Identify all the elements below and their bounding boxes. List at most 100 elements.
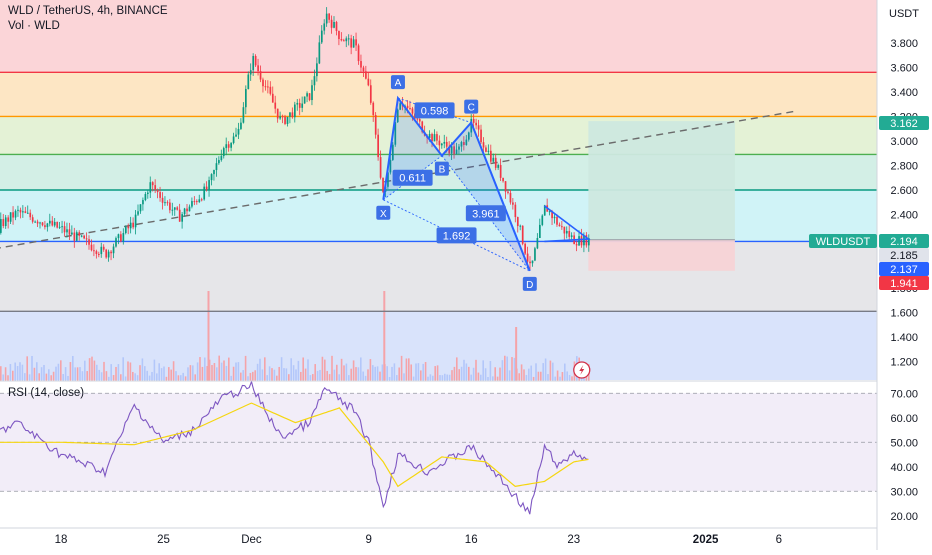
axis-price-text: 1.941	[890, 278, 918, 290]
candle-body	[571, 235, 573, 236]
volume-bar	[319, 370, 321, 381]
volume-bar	[365, 376, 367, 381]
volume-bar	[446, 375, 448, 381]
candle-body	[431, 134, 433, 141]
candle-body	[17, 210, 19, 211]
candle-body	[434, 134, 436, 141]
volume-bar	[461, 367, 463, 381]
harmonic-ratio-text: 1.692	[443, 230, 471, 242]
volume-bar	[302, 357, 304, 381]
volume-bar	[346, 364, 348, 381]
candle-body	[110, 252, 112, 254]
candle-body	[15, 211, 17, 218]
volume-bar	[518, 373, 520, 381]
volume-bar	[485, 368, 487, 381]
volume-bar	[34, 368, 36, 381]
candle-body	[341, 39, 343, 40]
volume-bar	[91, 357, 93, 381]
volume-bar	[127, 361, 129, 381]
candle-body	[348, 38, 350, 39]
candle-body	[5, 217, 7, 226]
volume-bar	[12, 371, 14, 381]
volume-bar	[526, 375, 528, 381]
volume-bar	[221, 363, 223, 381]
candle-body	[407, 106, 409, 108]
candle-body	[267, 86, 269, 87]
candle-body	[137, 211, 139, 214]
candle-body	[96, 251, 98, 254]
volume-bar	[17, 366, 19, 381]
candle-body	[561, 226, 563, 227]
candle-body	[363, 68, 365, 72]
volume-legend[interactable]: Vol · WLD	[8, 20, 60, 32]
volume-bar	[238, 362, 240, 381]
candle-body	[37, 222, 39, 224]
volume-bar	[82, 371, 84, 381]
rsi-legend[interactable]: RSI (14, close)	[8, 387, 84, 399]
volume-bar	[463, 360, 465, 381]
volume-spike-2	[515, 327, 517, 381]
volume-bar	[360, 357, 362, 381]
volume-bar	[163, 366, 165, 381]
candle-body	[316, 63, 318, 76]
volume-bar	[175, 371, 177, 381]
volume-bar	[442, 375, 444, 381]
candle-body	[176, 207, 178, 209]
candle-body	[436, 134, 438, 141]
candle-body	[480, 130, 482, 143]
symbol-legend[interactable]: WLD / TetherUS, 4h, BINANCE	[8, 5, 168, 17]
candle-body	[135, 215, 137, 228]
candle-body	[98, 254, 100, 255]
candle-body	[69, 229, 71, 234]
candle-body	[206, 187, 208, 190]
candle-body	[127, 227, 129, 229]
candle-body	[299, 103, 301, 108]
candle-body	[304, 97, 306, 104]
volume-bar	[533, 377, 535, 381]
volume-bar	[190, 365, 192, 381]
candle-body	[507, 192, 509, 193]
position-profit-zone	[588, 121, 735, 240]
candle-body	[201, 199, 203, 200]
axis-price-text: 3.162	[890, 118, 918, 130]
candle-body	[255, 56, 257, 65]
candle-body	[191, 201, 193, 207]
candle-body	[130, 223, 132, 229]
volume-bar	[72, 356, 74, 381]
candle-body	[243, 107, 245, 122]
volume-bar	[86, 371, 88, 381]
volume-bar	[293, 365, 295, 381]
volume-bar	[451, 370, 453, 381]
volume-bar	[430, 374, 432, 381]
harmonic-ratio-1: 0.611	[393, 170, 433, 186]
candle-body	[49, 221, 51, 224]
candle-body	[51, 221, 53, 226]
volume-bar	[46, 374, 48, 381]
volume-bar	[391, 367, 393, 381]
candle-body	[439, 141, 441, 146]
candle-body	[326, 14, 328, 24]
candle-body	[76, 232, 78, 240]
candle-body	[198, 199, 200, 202]
volume-bar	[122, 357, 124, 381]
rsi-tick-label: 30.00	[890, 486, 918, 498]
axis-price-label-1: WLDUSDT	[809, 234, 877, 248]
candle-body	[355, 39, 357, 45]
candle-body	[532, 261, 534, 264]
volume-bar	[110, 364, 112, 381]
volume-bar	[194, 374, 196, 381]
volume-bar	[298, 361, 300, 381]
volume-bar	[377, 366, 379, 381]
volume-bar	[466, 363, 468, 381]
time-tick-label: 9	[365, 534, 371, 546]
volume-bar	[552, 363, 554, 381]
candle-body	[409, 108, 411, 109]
volume-bar	[317, 371, 319, 381]
volume-bar	[408, 358, 410, 381]
volume-bar	[70, 362, 72, 381]
candle-body	[485, 147, 487, 151]
volume-bar	[101, 372, 103, 381]
volume-bar	[103, 362, 105, 381]
